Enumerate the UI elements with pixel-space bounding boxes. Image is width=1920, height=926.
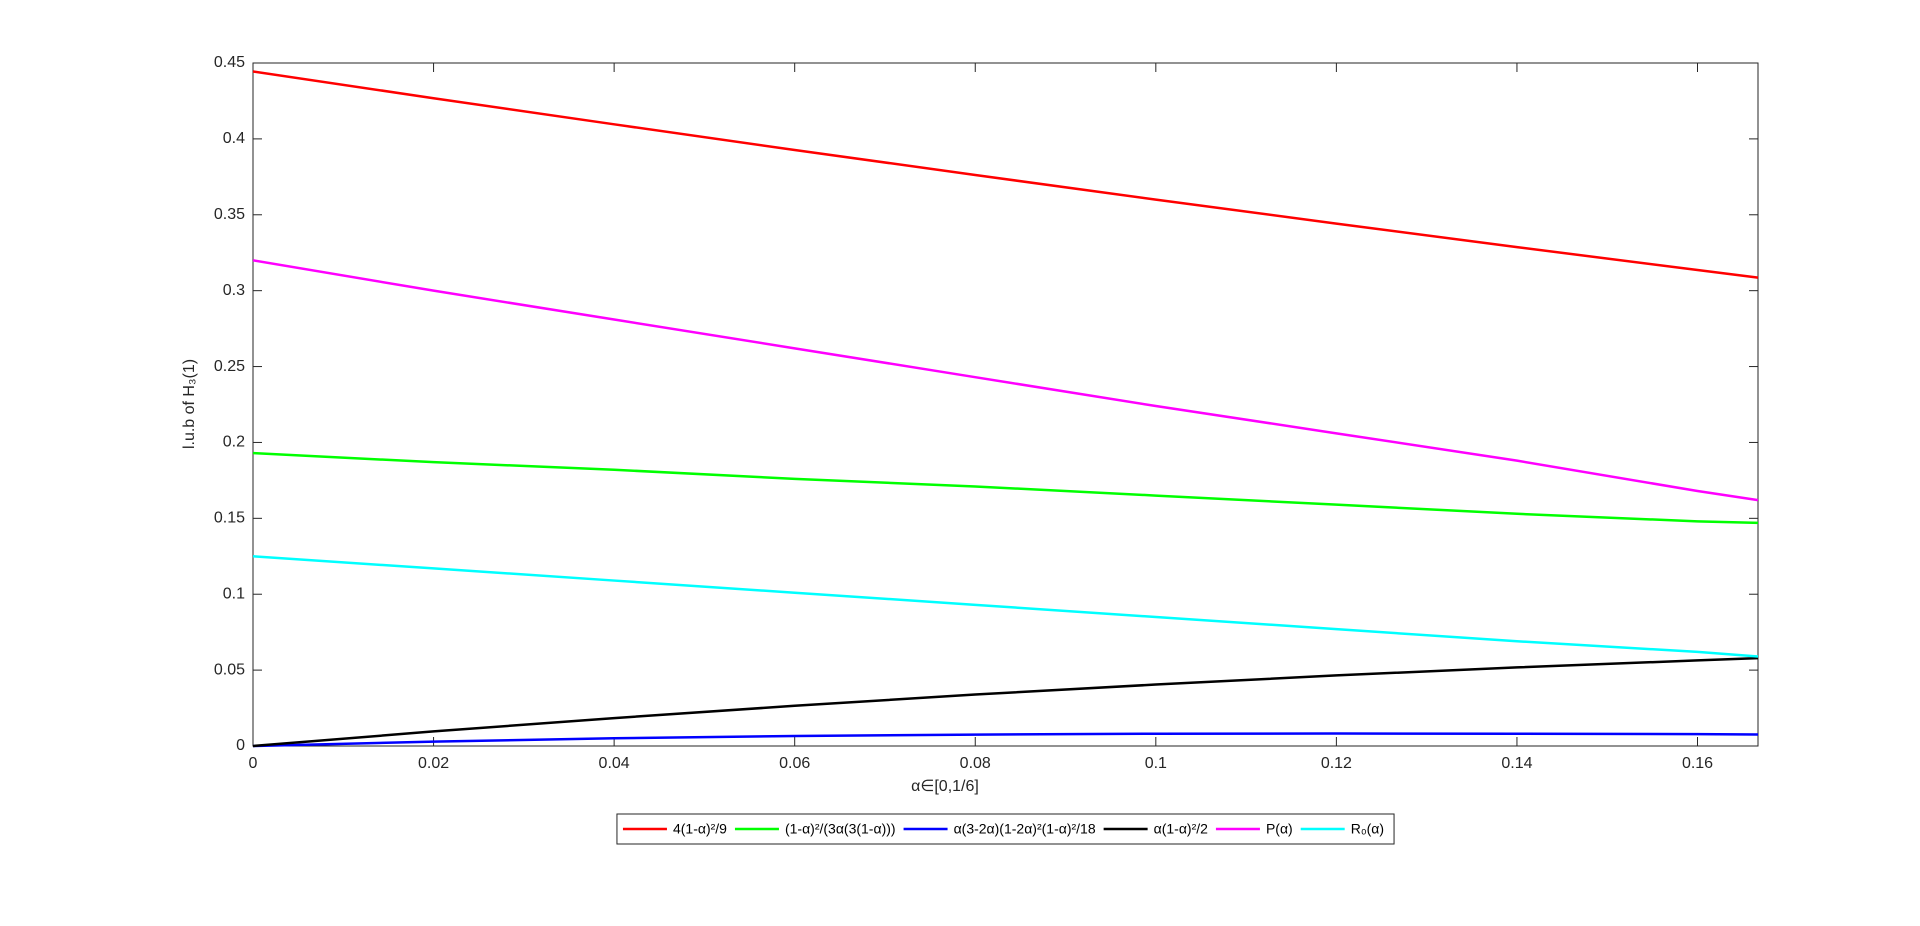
x-axis-label: α∈[0,1/6] <box>911 778 979 795</box>
line-series <box>252 555 1759 658</box>
legend-label: α(3-2α)(1-2α)²(1-α)²/18 <box>954 821 1096 837</box>
x-tick-label: 0.14 <box>1501 755 1532 772</box>
line-series <box>252 70 1759 279</box>
legend-label: 4(1-α)²/9 <box>673 821 727 837</box>
line-series <box>252 656 1759 748</box>
x-tick-label: 0.16 <box>1682 755 1713 772</box>
x-tick-label: 0.02 <box>418 755 449 772</box>
plot-area <box>252 62 1759 747</box>
y-tick-label: 0.35 <box>214 206 245 223</box>
legend-label: α(1-α)²/2 <box>1154 821 1209 837</box>
legend: 4(1-α)²/9 (1-α)²/(3α(3(1-α))) α(3-2α)(1-2α… <box>616 813 1395 845</box>
line-series <box>252 259 1759 502</box>
y-axis-label: l.u.b of H₃(1) <box>181 359 198 449</box>
y-tick-label: 0 <box>236 737 245 754</box>
y-tick-label: 0.1 <box>223 585 245 602</box>
y-tick-label: 0.2 <box>223 434 245 451</box>
line-series <box>252 732 1759 748</box>
x-tick-label: 0.12 <box>1321 755 1352 772</box>
x-tick-label: 0.08 <box>960 755 991 772</box>
legend-label: P(α) <box>1266 821 1293 837</box>
y-tick-label: 0.4 <box>223 130 245 147</box>
line-series <box>252 451 1759 525</box>
y-tick-label: 0.45 <box>214 54 245 71</box>
y-tick-label: 0.15 <box>214 510 245 527</box>
x-tick-label: 0.06 <box>779 755 810 772</box>
y-tick-label: 0.25 <box>214 358 245 375</box>
legend-label: (1-α)²/(3α(3(1-α))) <box>785 821 896 837</box>
x-tick-label: 0.1 <box>1145 755 1167 772</box>
x-tick-label: 0 <box>249 755 258 772</box>
y-tick-label: 0.3 <box>223 282 245 299</box>
y-tick-label: 0.05 <box>214 661 245 678</box>
x-tick-label: 0.04 <box>599 755 630 772</box>
legend-label: R₀(α) <box>1351 821 1384 837</box>
